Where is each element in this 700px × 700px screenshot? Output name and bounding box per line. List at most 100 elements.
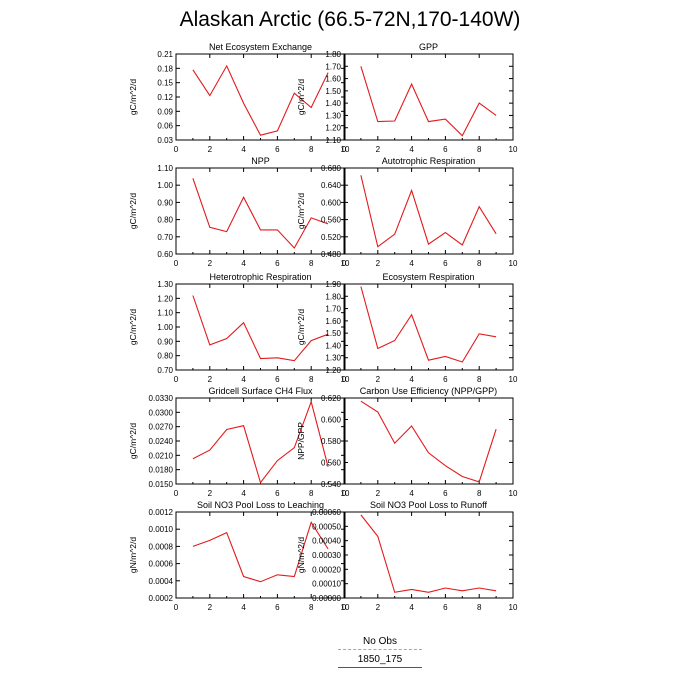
panel-autotrophic-respiration-xtick-label: 2 [376,259,381,268]
panel-soil-no3-pool-loss-to-leaching-ytick-label: 0.0008 [149,542,174,551]
panel-gridcell-surface-ch4-flux-xtick-label: 0 [174,489,179,498]
panel-npp-series-line [192,178,329,249]
panel-carbon-use-efficiency-npp-gpp-ytick-label: 0.600 [321,416,342,425]
panel-heterotrophic-respiration-xtick-label: 0 [174,375,179,384]
panel-soil-no3-pool-loss-to-leaching-xtick-label: 2 [208,603,213,612]
panel-gpp-xtick-label: 4 [409,145,414,154]
panel-ecosystem-respiration-xtick-label: 6 [443,375,448,384]
panel-heterotrophic-respiration-ytick-label: 1.10 [157,309,173,318]
panel-gridcell-surface-ch4-flux-xtick-label: 4 [241,489,246,498]
panel-gridcell-surface-ch4-flux-ytick-label: 0.0270 [149,423,174,432]
panel-soil-no3-pool-loss-to-runoff-ytick-label: 0.00020 [312,565,341,574]
panel-gpp-xtick-label: 8 [477,145,482,154]
panel-ecosystem-respiration-xtick-label: 10 [509,375,518,384]
panel-ecosystem-respiration-ytick-label: 1.90 [325,280,341,289]
panel-gpp-ytick-label: 1.40 [325,99,341,108]
panel-ecosystem-respiration-ytick-label: 1.50 [325,329,341,338]
legend-line-no-obs [338,649,422,650]
panel-soil-no3-pool-loss-to-leaching-ytick-label: 0.0002 [149,594,174,603]
panel-autotrophic-respiration: Autotrophic Respiration 0 2 4 6 8 10 0.680 0.640… [296,156,518,268]
panel-carbon-use-efficiency-npp-gpp-xtick-label: 2 [376,489,381,498]
panel-soil-no3-pool-loss-to-runoff-ytick-label: 0.00060 [312,508,341,517]
legend: No Obs 1850_175 [330,636,430,672]
panel-npp-xtick-label: 0 [174,259,179,268]
panel-heterotrophic-respiration-title: Heterotrophic Respiration [209,272,311,282]
panel-autotrophic-respiration-ytick-label: 0.680 [321,164,342,173]
panel-soil-no3-pool-loss-to-runoff-xtick-label: 10 [509,603,518,612]
panel-npp-ytick-label: 0.90 [157,198,173,207]
panel-soil-no3-pool-loss-to-runoff-ytick-label: 0.00040 [312,537,341,546]
panel-gridcell-surface-ch4-flux-ytick-label: 0.0300 [149,408,174,417]
panel-net-ecosystem-exchange-series-line [192,64,329,136]
panel-gridcell-surface-ch4-flux-xtick-label: 6 [275,489,280,498]
panel-gridcell-surface-ch4-flux-frame [175,397,346,485]
panel-gpp-ylabel: gC/m^2/d [296,79,306,115]
panel-net-ecosystem-exchange-ytick-label: 0.06 [157,122,173,131]
panel-carbon-use-efficiency-npp-gpp-ytick-label: 0.560 [321,459,342,468]
panel-gridcell-surface-ch4-flux-xtick-label: 2 [208,489,213,498]
legend-label-1850-175: 1850_175 [357,654,403,665]
panel-soil-no3-pool-loss-to-leaching-series-line [192,521,329,583]
panel-autotrophic-respiration-ytick-label: 0.600 [321,198,342,207]
panel-gridcell-surface-ch4-flux-ytick-label: 0.0240 [149,437,174,446]
panel-gpp-ytick-label: 1.30 [325,111,341,120]
panel-ecosystem-respiration-xtick-label: 2 [376,375,381,384]
panel-autotrophic-respiration-xtick-label: 4 [409,259,414,268]
panel-soil-no3-pool-loss-to-leaching-xtick-label: 6 [275,603,280,612]
panel-gpp-ytick-label: 1.70 [325,62,341,71]
panel-soil-no3-pool-loss-to-runoff-xtick-label: 0 [342,603,347,612]
panel-net-ecosystem-exchange-ytick-label: 0.18 [157,64,173,73]
panel-soil-no3-pool-loss-to-runoff-xtick-label: 8 [477,603,482,612]
panel-gpp-ytick-label: 1.60 [325,75,341,84]
panel-npp-ylabel: gC/m^2/d [128,193,138,229]
panel-gridcell-surface-ch4-flux-title: Gridcell Surface CH4 Flux [208,386,313,396]
panel-gpp-ytick-label: 1.20 [325,124,341,133]
panel-autotrophic-respiration-xtick-label: 10 [509,259,518,268]
panel-gridcell-surface-ch4-flux-ytick-label: 0.0180 [149,466,174,475]
panel-soil-no3-pool-loss-to-runoff-ytick-label: 0.00050 [312,522,341,531]
panel-heterotrophic-respiration-ytick-label: 1.20 [157,294,173,303]
panel-npp-title: NPP [251,156,270,166]
panel-soil-no3-pool-loss-to-runoff-ytick-label: 0.00010 [312,580,341,589]
panel-ecosystem-respiration-title: Ecosystem Respiration [382,272,474,282]
panel-ecosystem-respiration-ytick-label: 1.60 [325,317,341,326]
panel-heterotrophic-respiration-xtick-label: 6 [275,375,280,384]
panel-gpp-xtick-label: 2 [376,145,381,154]
panel-carbon-use-efficiency-npp-gpp: Carbon Use Efficiency (NPP/GPP)0 2 4 6 8 100.… [296,386,518,498]
panel-soil-no3-pool-loss-to-runoff-title: Soil NO3 Pool Loss to Runoff [370,500,487,510]
panel-npp-ytick-label: 1.10 [157,164,173,173]
panel-net-ecosystem-exchange-ytick-label: 0.12 [157,93,173,102]
panel-carbon-use-efficiency-npp-gpp-title: Carbon Use Efficiency (NPP/GPP) [360,386,497,396]
panel-ecosystem-respiration-series-line [360,286,497,363]
panel-net-ecosystem-exchange-xtick-label: 2 [208,145,213,154]
panel-npp: NPP 0 2 4 6 8 10 1.10 1.00 0.90 0.80 0.70 0.60 gC/m^2… [128,156,350,268]
panel-carbon-use-efficiency-npp-gpp-ytick-label: 0.620 [321,394,342,403]
panel-ecosystem-respiration-ytick-label: 1.80 [325,292,341,301]
panel-gridcell-surface-ch4-flux-xtick-label: 8 [309,489,314,498]
panel-autotrophic-respiration-xtick-label: 0 [342,259,347,268]
panel-heterotrophic-respiration-xtick-label: 10 [341,375,350,384]
panel-carbon-use-efficiency-npp-gpp-series-line [360,400,497,483]
panel-npp-ytick-label: 0.70 [157,233,173,242]
panel-gpp-series-line [360,66,497,137]
panel-soil-no3-pool-loss-to-runoff-series-line [360,514,497,593]
panel-ecosystem-respiration-ytick-label: 1.30 [325,354,341,363]
panel-heterotrophic-respiration-xtick-label: 4 [241,375,246,384]
panel-gridcell-surface-ch4-flux-ytick-label: 0.0330 [149,394,174,403]
panel-ecosystem-respiration: Ecosystem Respiration 0 2 4 6 8 10 1.90 1.80 1.70… [296,272,518,384]
panel-net-ecosystem-exchange: Net Ecosystem Exchange 0 2 4 6 8 10 0.21 0.18 0.1… [128,42,350,154]
panel-soil-no3-pool-loss-to-runoff-ytick-label: 0.00000 [312,594,341,603]
panel-carbon-use-efficiency-npp-gpp-ylabel: NPP/GPP [296,422,306,460]
panel-npp-xtick-label: 4 [241,259,246,268]
panel-gridcell-surface-ch4-flux-ytick-label: 0.0150 [149,480,174,489]
panel-carbon-use-efficiency-npp-gpp-ytick-label: 0.580 [321,437,342,446]
panel-ecosystem-respiration-xtick-label: 8 [477,375,482,384]
panel-soil-no3-pool-loss-to-leaching-ytick-label: 0.0004 [149,577,174,586]
legend-label-no-obs: No Obs [363,636,397,647]
panel-autotrophic-respiration-xtick-label: 6 [443,259,448,268]
panel-heterotrophic-respiration-ytick-label: 1.00 [157,323,173,332]
panel-soil-no3-pool-loss-to-leaching-title: Soil NO3 Pool Loss to Leaching [197,500,324,510]
